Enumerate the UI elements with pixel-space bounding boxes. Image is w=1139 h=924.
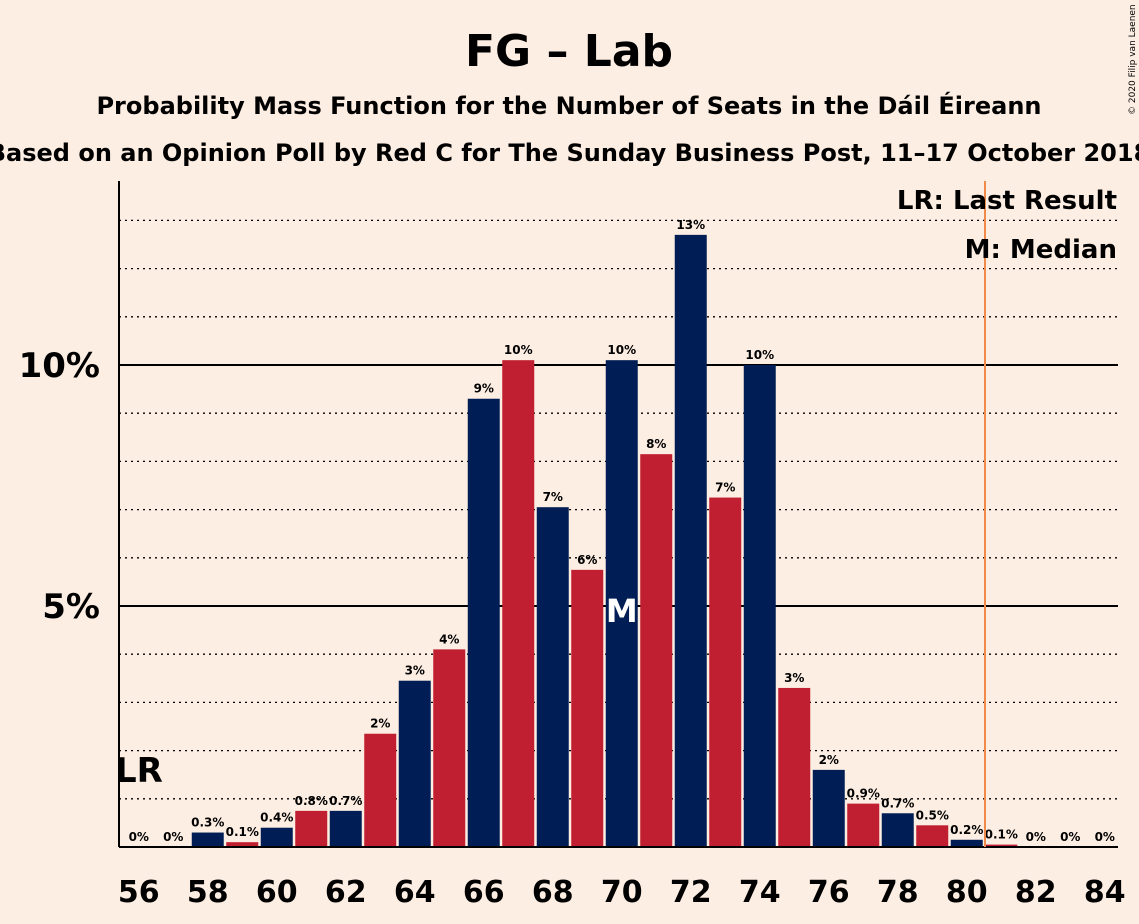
x-tick-label: 76 <box>808 875 850 910</box>
data-label-69: 6% <box>577 553 597 567</box>
markers: LR M <box>115 181 986 847</box>
data-label-78: 0.7% <box>881 796 914 810</box>
bar-69 <box>571 569 604 847</box>
x-tick-label: 60 <box>256 875 298 910</box>
x-tick-label: 78 <box>877 875 919 910</box>
chart-subtitle-1: Probability Mass Function for the Number… <box>96 91 1041 120</box>
bar-68 <box>536 507 569 847</box>
data-label-84: 0% <box>1095 830 1115 844</box>
axes: 5% 10% 56 58 60 62 64 66 68 70 72 74 76 78 80 82 84 <box>19 181 1126 910</box>
data-label-77: 0.9% <box>847 787 880 801</box>
bar-62 <box>329 810 362 847</box>
bar-71 <box>640 454 673 847</box>
x-tick-label: 70 <box>601 875 643 910</box>
bar-65 <box>433 649 466 847</box>
bar-64 <box>398 680 431 847</box>
data-label-65: 4% <box>439 632 459 646</box>
x-tick-label: 72 <box>670 875 712 910</box>
x-tick-label: 58 <box>187 875 229 910</box>
bar-81 <box>985 844 1018 847</box>
x-tick-label: 84 <box>1084 875 1126 910</box>
x-tick-label: 74 <box>739 875 781 910</box>
bar-72 <box>674 234 707 848</box>
bar-80 <box>950 839 983 847</box>
data-label-63: 2% <box>370 717 390 731</box>
data-label-58: 0.3% <box>191 816 224 830</box>
bar-78 <box>881 813 914 847</box>
data-label-79: 0.5% <box>916 808 949 822</box>
copyright-text: © 2020 Filip van Laenen <box>1128 4 1138 115</box>
x-tick-label: 80 <box>946 875 988 910</box>
bar-67 <box>502 360 535 847</box>
x-tick-label: 68 <box>532 875 574 910</box>
data-label-72: 13% <box>676 218 705 232</box>
data-label-74: 10% <box>745 348 774 362</box>
median-label: M <box>606 592 638 630</box>
legend-median: M: Median <box>965 235 1117 265</box>
data-label-64: 3% <box>405 664 425 678</box>
data-label-80: 0.2% <box>950 823 983 837</box>
data-label-57: 0% <box>163 830 183 844</box>
bar-66 <box>467 398 500 847</box>
x-tick-label: 66 <box>463 875 505 910</box>
x-tick-label: 56 <box>118 875 160 910</box>
data-labels: 0% 0%0.3%0.1%0.4%0.8% 0.7%2%3%4%9%10%7%6%1… <box>129 218 1115 844</box>
data-label-83: 0% <box>1060 830 1080 844</box>
bar-61 <box>295 810 328 847</box>
bar-60 <box>260 827 293 847</box>
last-result-label: LR <box>115 751 163 791</box>
y-tick-label: 5% <box>42 587 100 627</box>
legend-last-result: LR: Last Result <box>897 186 1117 216</box>
bar-76 <box>812 769 845 847</box>
x-tick-label: 64 <box>394 875 436 910</box>
data-label-82: 0% <box>1026 830 1046 844</box>
data-label-62: 0.7% <box>329 794 362 808</box>
bar-59 <box>226 842 259 847</box>
bar-75 <box>778 687 811 847</box>
data-label-66: 9% <box>474 382 494 396</box>
data-label-67: 10% <box>504 343 533 357</box>
bar-73 <box>709 497 742 847</box>
data-label-71: 8% <box>646 437 666 451</box>
data-label-76: 2% <box>819 753 839 767</box>
bar-74 <box>743 365 776 847</box>
data-label-81: 0.1% <box>985 828 1018 842</box>
bars <box>191 234 1018 848</box>
data-label-59: 0.1% <box>226 825 259 839</box>
chart-subtitle-2: Based on an Opinion Poll by Red C for Th… <box>0 139 1139 167</box>
bar-70 <box>605 360 638 847</box>
bar-79 <box>916 825 949 847</box>
data-label-61: 0.8% <box>295 794 328 808</box>
x-tick-label: 62 <box>325 875 367 910</box>
data-label-56: 0% <box>129 830 149 844</box>
data-label-60: 0.4% <box>260 811 293 825</box>
data-label-75: 3% <box>784 671 804 685</box>
bar-77 <box>847 803 880 847</box>
data-label-70: 10% <box>607 343 636 357</box>
data-label-73: 7% <box>715 481 735 495</box>
y-tick-label: 10% <box>19 346 100 386</box>
bar-58 <box>191 832 224 847</box>
x-tick-label: 82 <box>1015 875 1057 910</box>
data-label-68: 7% <box>543 490 563 504</box>
bar-63 <box>364 733 397 847</box>
chart-title: FG – Lab <box>465 26 673 77</box>
